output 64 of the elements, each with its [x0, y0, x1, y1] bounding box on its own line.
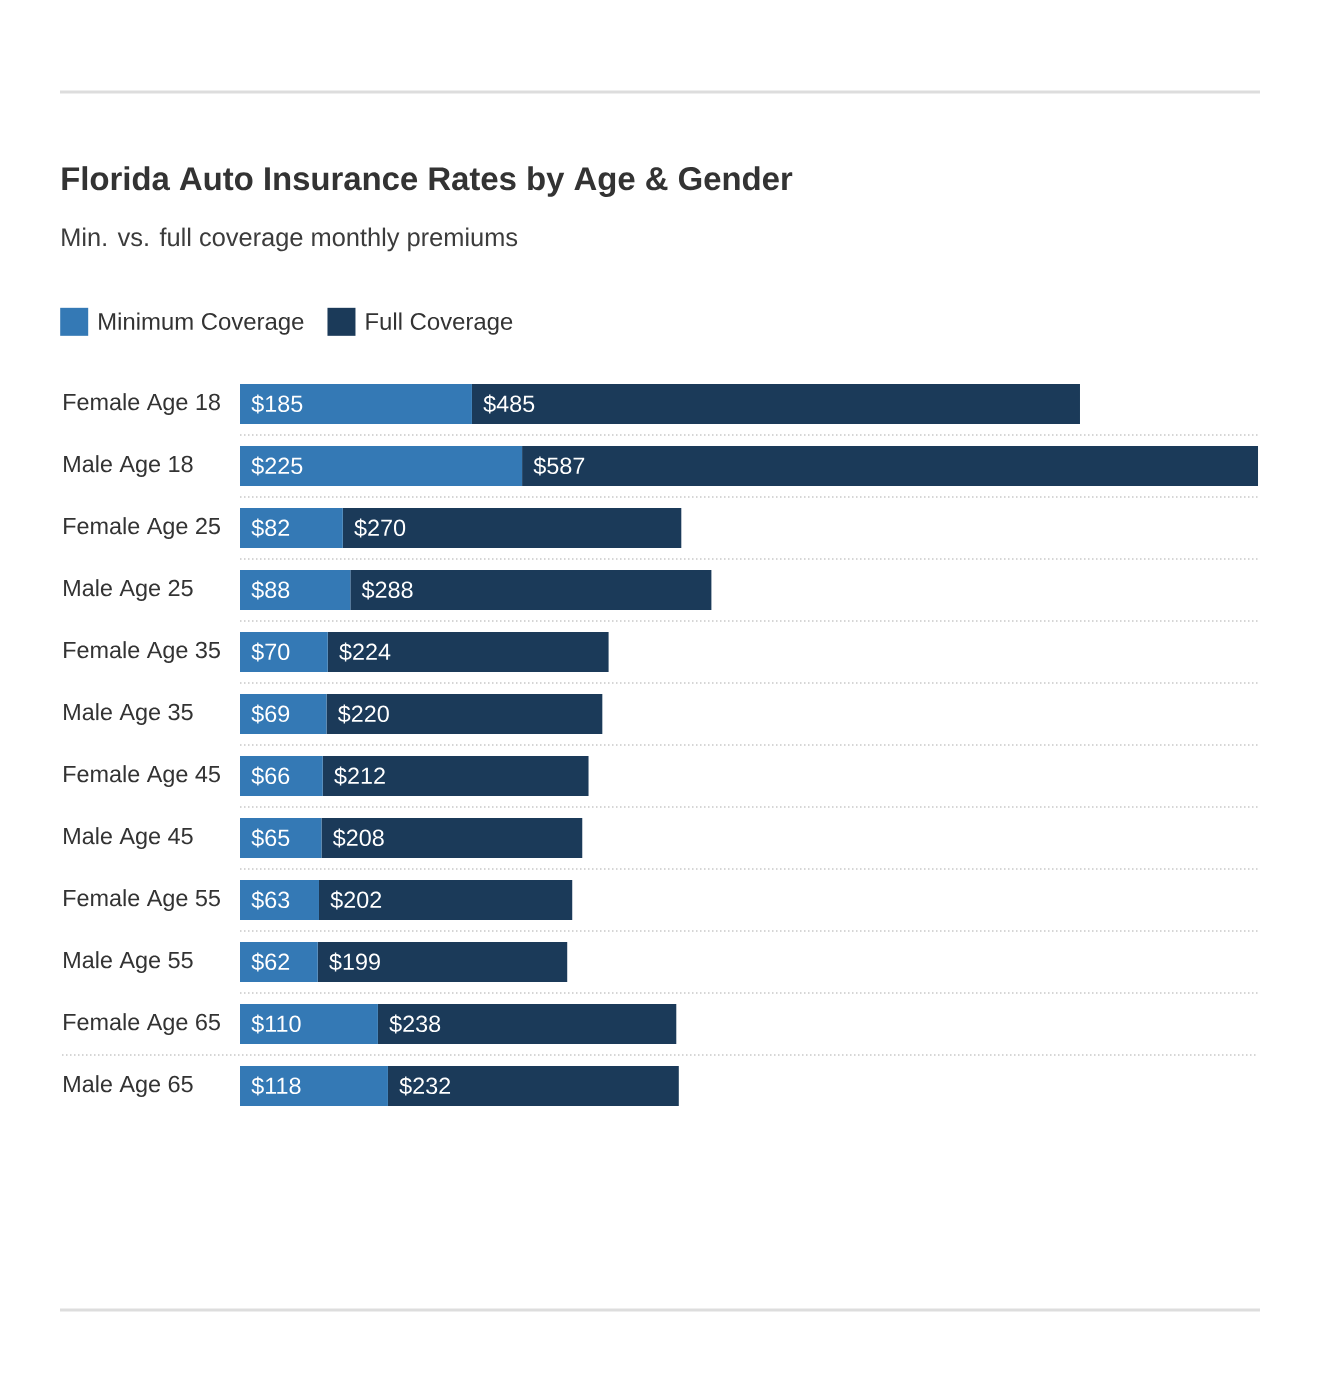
y-tick-label: Male Age 35 — [64, 703, 193, 725]
bar — [240, 570, 351, 611]
bar — [240, 632, 328, 673]
y-tick-label: Female Age 18 — [64, 393, 220, 415]
y-tick-label: Female Age 45 — [64, 765, 220, 787]
bar — [240, 1004, 378, 1045]
y-tick-label: Male Age 45 — [64, 827, 193, 849]
data-label: $212 — [334, 766, 385, 786]
data-label: $202 — [330, 890, 382, 910]
data-label: $63 — [251, 890, 290, 910]
data-label: $185 — [251, 394, 303, 414]
y-tick-label: Female Age 35 — [64, 641, 220, 663]
y-tick-label: Female Age 55 — [64, 889, 220, 911]
bar — [240, 818, 322, 859]
chart-subtitle: Min. vs. full coverage monthly premiums — [62, 227, 518, 252]
bar — [322, 756, 589, 797]
y-tick-label: Female Age 65 — [64, 1013, 220, 1035]
bar — [240, 446, 523, 487]
bar — [350, 570, 712, 611]
bar — [240, 1066, 388, 1107]
bar — [342, 508, 682, 549]
data-label: $88 — [251, 580, 290, 600]
bar — [321, 818, 583, 859]
data-label: $587 — [533, 456, 585, 476]
bar — [522, 446, 1259, 487]
y-tick-label: Male Age 65 — [64, 1075, 193, 1097]
data-label: $65 — [251, 828, 290, 848]
bar — [240, 384, 472, 425]
bar — [387, 1066, 679, 1107]
legend-label: Full Coverage — [366, 312, 513, 335]
y-tick-label: Female Age 25 — [64, 517, 220, 539]
data-label: $62 — [251, 952, 290, 972]
data-label: $208 — [332, 828, 384, 848]
data-label: $485 — [483, 394, 535, 414]
bar — [327, 632, 609, 673]
bar — [240, 942, 318, 983]
data-label: $225 — [251, 456, 303, 476]
data-label: $66 — [251, 766, 290, 786]
data-label: $232 — [399, 1076, 451, 1096]
data-label: $118 — [251, 1076, 301, 1096]
bar — [240, 508, 343, 549]
bar — [317, 942, 568, 983]
data-label: $270 — [354, 518, 406, 538]
data-label: $238 — [389, 1014, 441, 1034]
data-label: $110 — [251, 1014, 301, 1034]
data-label: $70 — [251, 642, 290, 662]
bar — [240, 756, 323, 797]
data-label: $82 — [251, 518, 290, 538]
data-label: $220 — [337, 704, 389, 724]
chart-title: Florida Auto Insurance Rates by Age & Gender — [62, 166, 793, 197]
data-label: $288 — [361, 580, 413, 600]
bar — [240, 694, 327, 735]
bar — [471, 384, 1080, 425]
bar — [377, 1004, 677, 1045]
bar — [318, 880, 573, 921]
y-tick-label: Male Age 18 — [64, 455, 193, 477]
data-label: $69 — [251, 704, 290, 724]
bar — [240, 880, 319, 921]
y-tick-label: Male Age 55 — [64, 951, 193, 973]
y-tick-label: Male Age 25 — [64, 579, 193, 601]
data-label: $224 — [339, 642, 391, 662]
legend-label: Minimum Coverage — [99, 312, 304, 335]
data-label: $199 — [329, 952, 380, 972]
bar — [326, 694, 603, 735]
